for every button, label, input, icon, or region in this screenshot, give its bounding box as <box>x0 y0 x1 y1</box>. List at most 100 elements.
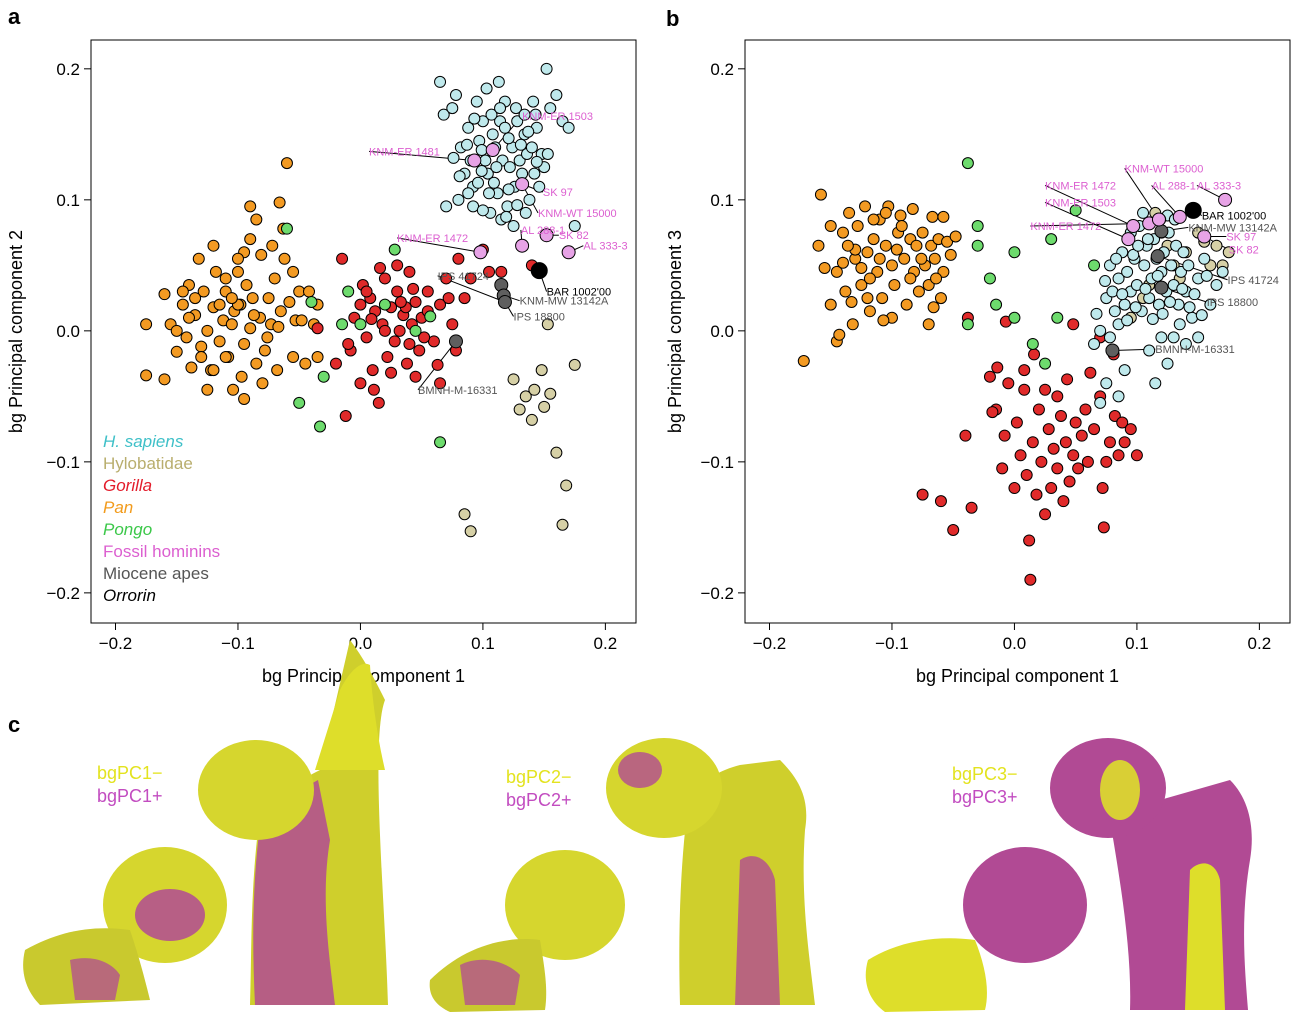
data-point-gorilla <box>1081 455 1094 468</box>
data-point-gorilla <box>339 410 352 423</box>
data-point-pan <box>256 377 269 390</box>
data-point-sapiens <box>1179 337 1192 350</box>
data-point-pan <box>261 331 274 344</box>
femur-shape-bgpc1: bgPC1− bgPC1+ <box>23 640 388 1005</box>
data-point-sapiens <box>1132 239 1145 252</box>
x-axis-label: bg Principal component 1 <box>916 666 1119 686</box>
data-point-pongo <box>354 318 367 331</box>
shape-label-plus: bgPC1+ <box>97 786 163 806</box>
data-point-pan <box>213 335 226 348</box>
data-point-miocene <box>448 334 463 349</box>
x-tick-label: 0.0 <box>1003 634 1027 653</box>
data-point-pan <box>934 292 947 305</box>
data-point-gorilla <box>1124 423 1137 436</box>
x-tick-label: 0.2 <box>594 634 618 653</box>
data-point-sapiens <box>475 144 488 157</box>
data-point-sapiens <box>434 75 447 88</box>
data-point-gorilla <box>1072 462 1085 475</box>
y-axis-label: bg Principal component 3 <box>665 230 685 433</box>
femur-head-plus-patch <box>618 752 662 788</box>
data-point-gorilla <box>378 324 391 337</box>
y-tick-label: 0.2 <box>56 60 80 79</box>
data-point-pan <box>895 220 908 233</box>
data-point-gorilla <box>400 357 413 370</box>
data-point-sapiens <box>529 108 542 121</box>
data-point-gorilla <box>1088 423 1101 436</box>
data-point-fossil <box>539 228 554 243</box>
data-point-gorilla <box>1054 410 1067 423</box>
data-point-pan <box>268 272 281 285</box>
data-point-sapiens <box>1141 233 1154 246</box>
data-point-gorilla <box>311 322 324 335</box>
data-point-pan <box>855 261 868 274</box>
data-point-pongo <box>1088 259 1101 272</box>
data-point-sapiens <box>1149 377 1162 390</box>
point-annotation: KNM-WT 15000 <box>1125 163 1204 175</box>
data-point-pongo <box>280 222 293 235</box>
data-point-sapiens <box>1094 396 1107 409</box>
data-point-sapiens <box>1100 377 1113 390</box>
x-tick-label: −0.2 <box>99 634 133 653</box>
data-point-gorilla <box>388 335 401 348</box>
point-annotation: KNM-MW 13142A <box>1188 222 1277 234</box>
data-point-sapiens <box>519 206 532 219</box>
data-point-pongo <box>409 324 422 337</box>
data-point-pan <box>812 239 825 252</box>
data-point-gorilla <box>464 272 477 285</box>
data-point-pan <box>271 364 284 377</box>
femur-shaft-plus <box>735 856 780 1005</box>
data-point-pan <box>280 157 293 170</box>
point-annotation: BMNH-M-16331 <box>418 385 497 397</box>
data-point-pongo <box>1069 204 1082 217</box>
data-point-pan <box>255 248 268 261</box>
data-point-sapiens <box>1176 282 1189 295</box>
data-point-pan <box>949 230 962 243</box>
data-point-hylobatidae <box>464 525 477 538</box>
femur-shape-bgpc3: bgPC3− bgPC3+ <box>865 738 1252 1012</box>
data-point-gorilla <box>1014 449 1027 462</box>
shape-label-minus: bgPC1− <box>97 763 163 783</box>
data-point-sapiens <box>447 151 460 164</box>
data-point-pan <box>824 298 837 311</box>
data-point-sapiens <box>486 128 499 141</box>
data-point-sapiens <box>1156 307 1169 320</box>
data-point-fossil <box>1151 212 1166 227</box>
data-point-sapiens <box>1127 248 1140 261</box>
data-point-sapiens <box>492 75 505 88</box>
data-point-sapiens <box>472 176 485 189</box>
panel-label-c: c <box>8 712 20 737</box>
data-point-gorilla <box>1023 534 1036 547</box>
data-point-sapiens <box>1186 311 1199 324</box>
data-point-sapiens <box>1163 296 1176 309</box>
data-point-pan <box>863 305 876 318</box>
neck-minus <box>865 938 987 1012</box>
data-point-pongo <box>317 370 330 383</box>
data-point-miocene <box>1154 224 1169 239</box>
point-annotation: KNM-ER 1481 <box>369 146 440 158</box>
data-point-pan <box>916 226 929 239</box>
point-annotation: IPS 41724 <box>438 271 489 283</box>
data-point-pan <box>894 209 907 222</box>
data-point-gorilla <box>407 282 420 295</box>
data-point-pan <box>303 285 315 298</box>
y-tick-label: 0.1 <box>56 191 80 210</box>
data-point-gorilla <box>374 261 387 274</box>
data-point-pan <box>189 292 202 305</box>
femur-head-minus <box>198 740 314 840</box>
data-point-sapiens <box>498 121 511 134</box>
data-point-pongo <box>1026 337 1039 350</box>
data-point-gorilla <box>372 396 385 409</box>
data-point-hylobatidae <box>1222 246 1235 259</box>
data-point-fossil <box>1126 219 1141 234</box>
data-point-sapiens <box>1192 331 1205 344</box>
point-annotation: KNM-ER 1472 <box>1045 180 1116 192</box>
data-point-pan <box>170 324 183 337</box>
data-point-pan <box>238 392 251 405</box>
data-point-gorilla <box>1097 521 1110 534</box>
legend-item-pongo: Pongo <box>103 520 152 539</box>
data-point-pan <box>898 252 911 265</box>
data-point-pan <box>937 210 950 223</box>
data-point-pan <box>927 301 940 314</box>
data-point-sapiens <box>1167 331 1180 344</box>
data-point-hylobatidae <box>541 318 554 331</box>
